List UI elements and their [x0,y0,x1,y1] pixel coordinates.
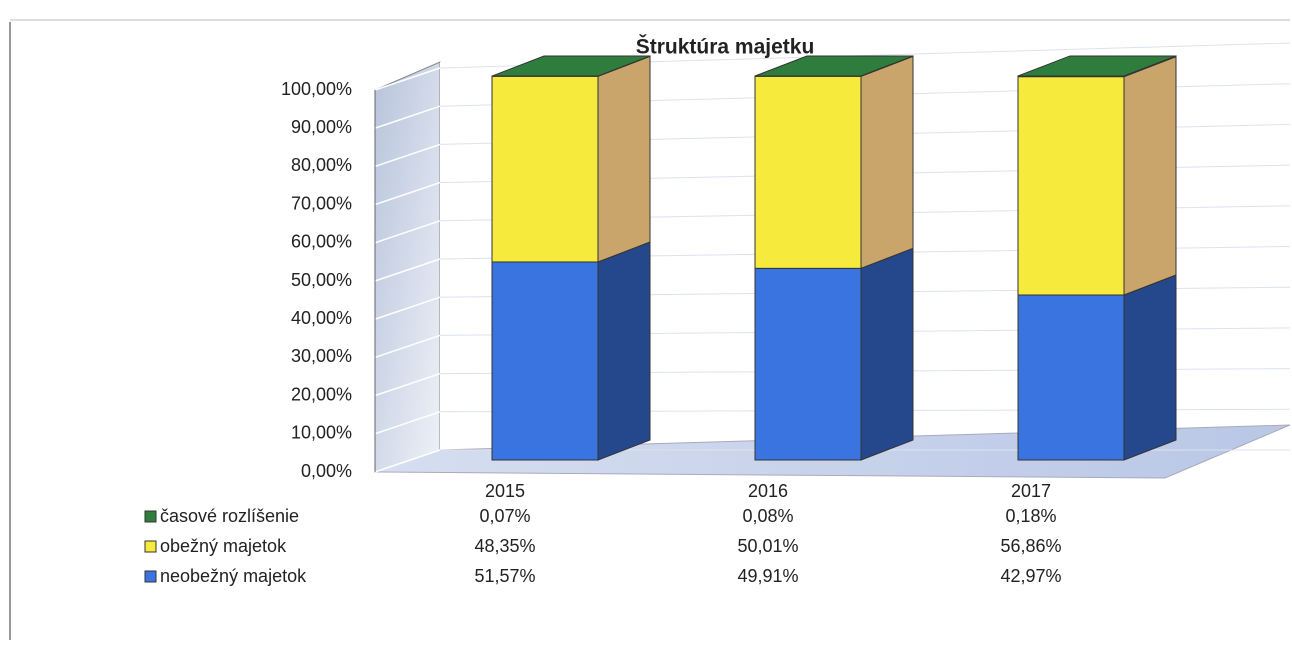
y-tick-label: 10,00% [291,423,352,443]
bar-side [1123,274,1177,461]
data-label: 0,07% [479,506,530,526]
grid-line [374,334,441,359]
bar [1017,294,1125,461]
bar-top [1017,55,1177,77]
bar [754,75,862,269]
data-label: 42,97% [1000,566,1061,586]
grid-line [374,411,441,435]
data-label: 51,57% [474,566,535,586]
y-tick-label: 100,00% [281,79,352,99]
y-tick-label: 40,00% [291,308,352,328]
bar-side [860,247,914,461]
bar-side [597,241,651,461]
data-label: 48,35% [474,536,535,556]
bar [754,267,862,461]
bar-top [754,55,914,77]
grid-line [374,296,441,320]
bar-top [491,55,651,77]
legend-label: obežný majetok [160,536,287,556]
legend-swatch [144,540,157,553]
y-tick-label: 30,00% [291,346,352,366]
grid-line [374,143,441,168]
y-tick-label: 50,00% [291,270,352,290]
bar-side [597,55,651,263]
y-tick-label: 60,00% [291,232,352,252]
bar-side [1123,55,1177,296]
y-tick-label: 20,00% [291,384,352,404]
y-tick-label: 80,00% [291,155,352,175]
y-tick-label: 70,00% [291,193,352,213]
grid-line [374,372,441,397]
legend-label: neobežný majetok [160,566,307,586]
legend-swatch [144,510,157,523]
grid-line [374,105,441,129]
x-tick-label: 2016 [748,481,788,501]
y-tick-label: 90,00% [291,117,352,137]
chart-title: Štruktúra majetku [636,35,815,59]
data-label: 0,18% [1005,506,1056,526]
grid-line [374,67,441,91]
grid-line [374,220,441,244]
bar [491,261,599,461]
bar-side [860,55,914,270]
x-tick-label: 2015 [485,481,525,501]
grid-line [374,449,441,473]
bars [491,55,1177,461]
legend-label: časové rozlíšenie [160,506,299,526]
side-wall [374,61,441,473]
data-label: 0,08% [742,506,793,526]
data-table: 2015 0,07% 48,35% 51,57% 2016 0,08% 50,01% 49,9… [144,481,1062,586]
data-label: 49,91% [737,566,798,586]
bar [1017,76,1125,296]
data-label: 50,01% [737,536,798,556]
legend-swatch [144,570,157,583]
grid-line [374,258,441,282]
grid-line [374,181,441,206]
y-tick-label: 0,00% [301,461,352,481]
bar [491,75,599,263]
data-label: 56,86% [1000,536,1061,556]
x-tick-label: 2017 [1011,481,1051,501]
